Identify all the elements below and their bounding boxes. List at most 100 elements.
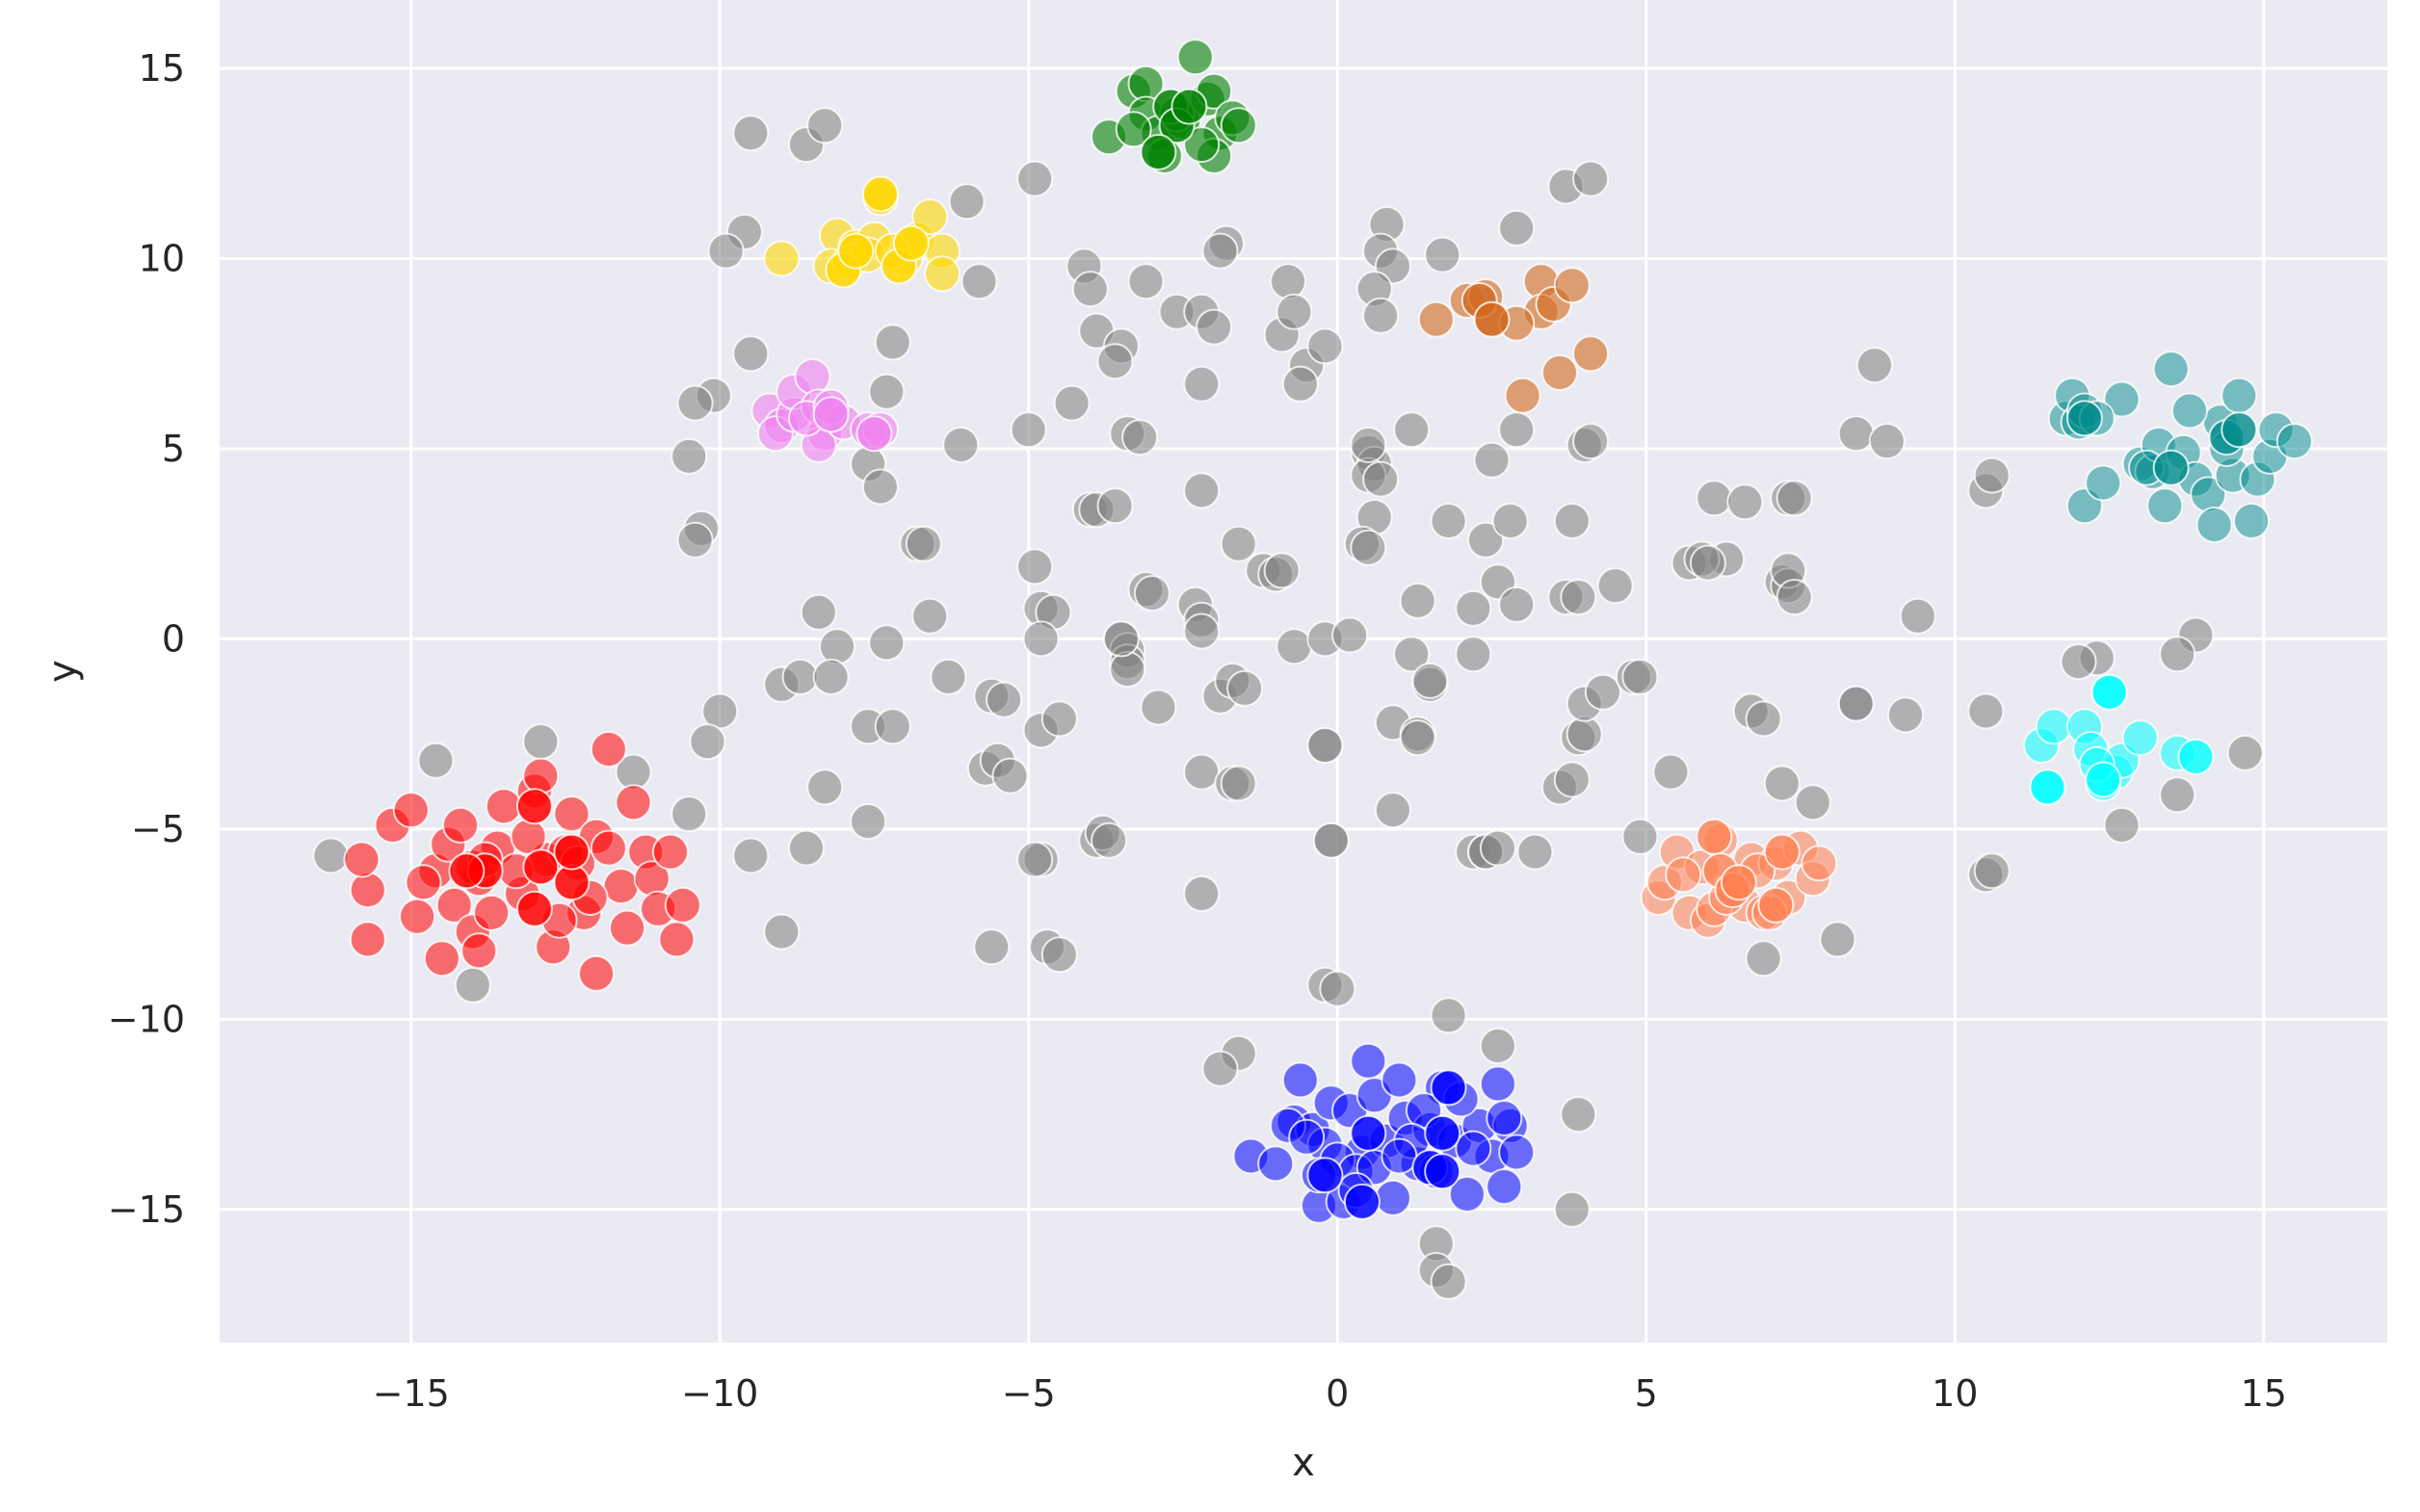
data-point [1399,719,1436,757]
data-point [1473,300,1511,338]
data-point [676,521,714,559]
series-16 [2065,400,2258,486]
data-point [1745,940,1782,978]
data-point [1306,327,1344,365]
data-point [2091,673,2128,711]
data-point [1819,921,1856,958]
data-point [905,525,942,562]
data-point [1467,521,1505,559]
data-point [1071,271,1109,308]
data-point [435,886,473,924]
data-point [788,829,825,867]
data-point [1596,567,1634,605]
data-point [911,198,949,236]
data-point [1312,821,1350,859]
data-point [1424,1153,1461,1190]
data-point [1220,107,1257,144]
data-point [609,909,646,947]
data-point [2177,738,2215,775]
data-point [1201,232,1239,270]
data-point [1837,415,1875,453]
data-point [1837,685,1875,722]
data-point [1967,692,2005,730]
data-point [930,658,967,695]
data-point [1102,620,1140,658]
series-8 [1460,282,1511,338]
data-point [763,913,801,951]
data-point [800,593,837,631]
data-point [417,742,455,779]
series-2 [825,175,930,289]
data-point [1393,411,1431,449]
data-point [960,263,998,300]
data-point [1183,613,1221,650]
data-point [942,427,980,463]
data-point [837,232,875,270]
data-point [1430,997,1467,1034]
data-point [1498,586,1536,623]
data-point [2152,351,2190,388]
data-point [1516,833,1554,871]
data-point [1350,1114,1387,1152]
data-point [1479,829,1516,867]
data-point [2065,400,2103,437]
data-point [1473,441,1511,479]
data-point [806,769,844,806]
data-point [1196,308,1233,346]
data-point [1455,1130,1492,1167]
data-point [1652,753,1690,791]
data-point [1899,597,1936,635]
data-point [1411,662,1449,699]
data-point [1016,160,1054,197]
data-point [1455,589,1492,627]
y-tick-label: 0 [162,617,185,660]
series-4 [812,396,893,453]
data-point [861,175,899,213]
data-point [1096,343,1134,380]
data-point [1560,579,1597,615]
data-point [1350,529,1387,566]
data-point [1665,856,1702,894]
data-point [707,232,745,270]
data-point [1553,503,1591,539]
data-point [522,723,560,761]
data-point [701,692,739,730]
data-point [1430,1069,1467,1107]
data-point [2226,734,2264,771]
data-point [1448,1176,1486,1212]
data-point [1374,1179,1411,1216]
data-point [448,852,486,890]
data-point [454,966,491,1004]
data-point [874,324,911,361]
data-point [892,224,930,262]
data-point [312,837,350,874]
data-point [1133,575,1171,612]
data-point [2085,464,2122,502]
x-axis-label: x [1292,1441,1315,1485]
data-point [2275,423,2313,460]
data-point [1757,886,1795,924]
data-point [671,795,708,833]
data-point [2159,776,2196,814]
data-point [948,183,986,221]
data-point [578,954,615,992]
data-point [1257,1145,1295,1183]
data-point [473,894,511,931]
data-point [732,115,770,152]
data-point [2233,503,2270,539]
data-point [1776,579,1813,615]
y-tick-label: 5 [162,428,185,470]
data-point [1171,88,1208,125]
x-tick-label: 10 [1932,1372,1978,1415]
data-point [1362,460,1400,498]
data-point [850,803,887,840]
data-point [1855,347,1893,384]
data-point [664,886,701,924]
data-point [1381,1061,1418,1099]
data-point [1801,845,1838,882]
data-point [1479,1028,1516,1064]
data-point [1183,126,1221,164]
tick-labels: −15 −10 −5 0 5 10 15 −15 −10 −5 0 5 10 15 [108,47,2287,1415]
data-point [1319,970,1356,1007]
